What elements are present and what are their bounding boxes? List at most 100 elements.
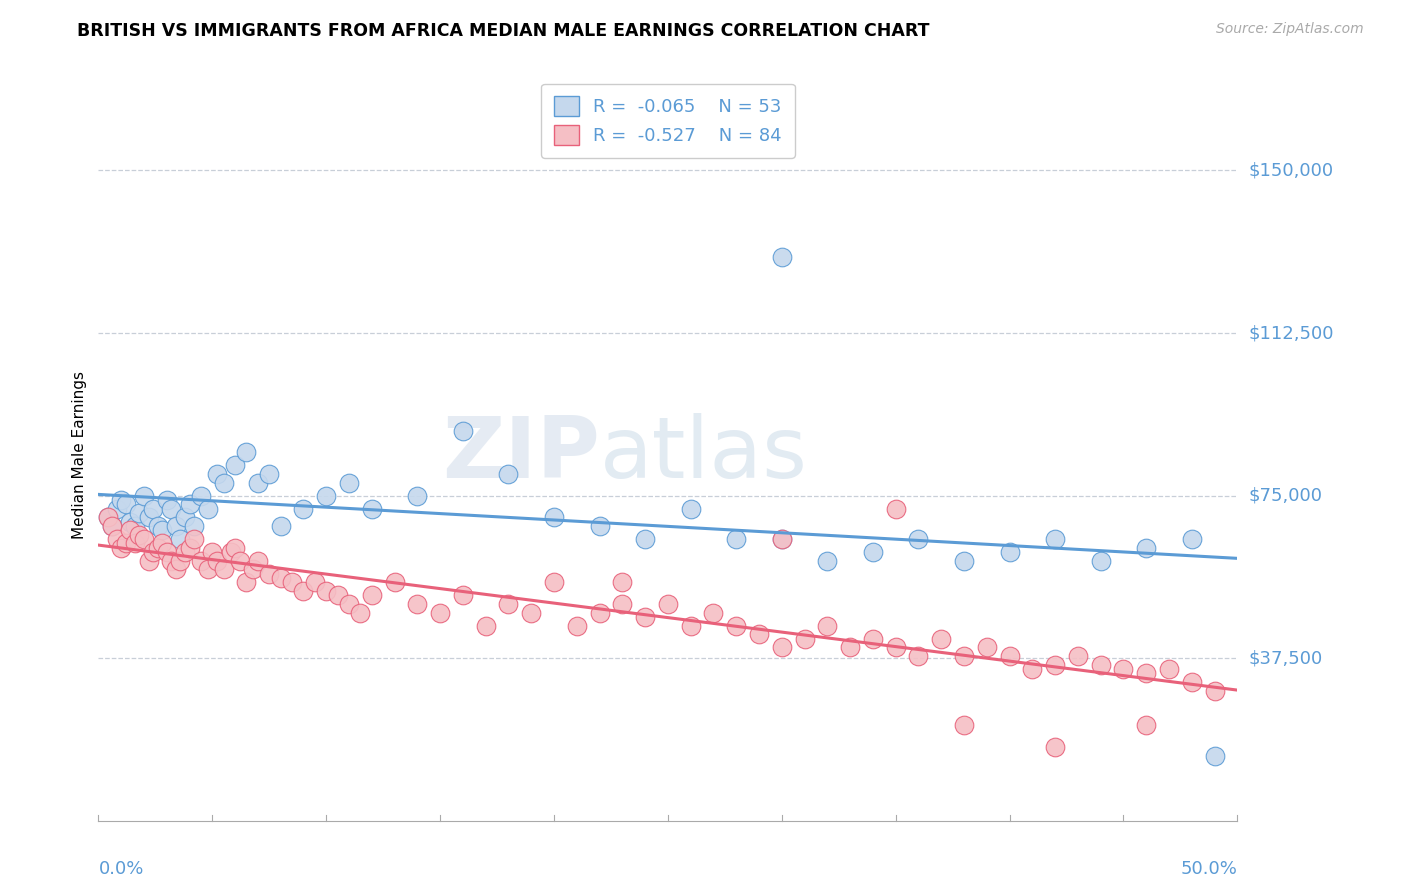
Point bbox=[105, 532, 128, 546]
Text: $112,500: $112,500 bbox=[1249, 324, 1334, 342]
Point bbox=[326, 588, 349, 602]
Point bbox=[128, 506, 150, 520]
Point bbox=[205, 467, 228, 481]
Point bbox=[96, 510, 118, 524]
Point bbox=[998, 545, 1021, 559]
Point bbox=[174, 510, 197, 524]
Point bbox=[1043, 657, 1066, 672]
Y-axis label: Median Male Earnings: Median Male Earnings bbox=[72, 371, 87, 539]
Point bbox=[657, 597, 679, 611]
Point bbox=[160, 501, 183, 516]
Point bbox=[183, 519, 205, 533]
Point bbox=[228, 553, 250, 567]
Point bbox=[543, 575, 565, 590]
Point bbox=[165, 562, 187, 576]
Point bbox=[101, 519, 124, 533]
Point bbox=[815, 618, 838, 632]
Point bbox=[725, 618, 748, 632]
Text: 0.0%: 0.0% bbox=[98, 860, 143, 878]
Point bbox=[270, 571, 292, 585]
Point bbox=[235, 575, 257, 590]
Point bbox=[150, 523, 173, 537]
Text: ZIP: ZIP bbox=[441, 413, 599, 497]
Point bbox=[429, 606, 451, 620]
Point bbox=[150, 536, 173, 550]
Point bbox=[120, 515, 142, 529]
Point bbox=[120, 523, 142, 537]
Point bbox=[1135, 541, 1157, 555]
Point bbox=[315, 489, 337, 503]
Point bbox=[146, 541, 169, 555]
Point bbox=[884, 501, 907, 516]
Point bbox=[197, 501, 219, 516]
Point bbox=[114, 497, 136, 511]
Point bbox=[179, 541, 201, 555]
Point bbox=[1112, 662, 1135, 676]
Text: BRITISH VS IMMIGRANTS FROM AFRICA MEDIAN MALE EARNINGS CORRELATION CHART: BRITISH VS IMMIGRANTS FROM AFRICA MEDIAN… bbox=[77, 22, 929, 40]
Point bbox=[174, 545, 197, 559]
Point bbox=[205, 553, 228, 567]
Point bbox=[105, 501, 128, 516]
Point bbox=[110, 541, 132, 555]
Point bbox=[770, 640, 793, 655]
Point bbox=[976, 640, 998, 655]
Point bbox=[110, 492, 132, 507]
Point bbox=[1204, 683, 1226, 698]
Point bbox=[679, 618, 702, 632]
Point bbox=[1043, 739, 1066, 754]
Point bbox=[270, 519, 292, 533]
Legend: R =  -0.065    N = 53, R =  -0.527    N = 84: R = -0.065 N = 53, R = -0.527 N = 84 bbox=[541, 84, 794, 158]
Point bbox=[406, 597, 429, 611]
Point bbox=[197, 562, 219, 576]
Point bbox=[498, 467, 520, 481]
Point bbox=[770, 532, 793, 546]
Point bbox=[242, 562, 264, 576]
Point bbox=[1181, 675, 1204, 690]
Point bbox=[679, 501, 702, 516]
Point bbox=[793, 632, 815, 646]
Point bbox=[212, 475, 235, 490]
Point bbox=[315, 583, 337, 598]
Point bbox=[142, 501, 165, 516]
Point bbox=[748, 627, 770, 641]
Point bbox=[1067, 648, 1090, 663]
Point bbox=[1135, 718, 1157, 732]
Point bbox=[498, 597, 520, 611]
Point bbox=[304, 575, 326, 590]
Point bbox=[219, 545, 242, 559]
Text: Source: ZipAtlas.com: Source: ZipAtlas.com bbox=[1216, 22, 1364, 37]
Point bbox=[360, 501, 382, 516]
Point bbox=[190, 489, 212, 503]
Point bbox=[1135, 666, 1157, 681]
Point bbox=[770, 250, 793, 264]
Point bbox=[520, 606, 543, 620]
Point bbox=[929, 632, 952, 646]
Point bbox=[132, 532, 155, 546]
Point bbox=[907, 532, 929, 546]
Point bbox=[565, 618, 588, 632]
Point bbox=[1021, 662, 1043, 676]
Point bbox=[281, 575, 304, 590]
Point bbox=[953, 718, 976, 732]
Point bbox=[1181, 532, 1204, 546]
Point bbox=[1090, 553, 1112, 567]
Point bbox=[160, 553, 183, 567]
Point bbox=[360, 588, 382, 602]
Point bbox=[702, 606, 724, 620]
Point bbox=[839, 640, 862, 655]
Point bbox=[124, 519, 146, 533]
Point bbox=[132, 489, 155, 503]
Point bbox=[634, 610, 657, 624]
Point bbox=[543, 510, 565, 524]
Point bbox=[1157, 662, 1180, 676]
Text: 50.0%: 50.0% bbox=[1181, 860, 1237, 878]
Point bbox=[998, 648, 1021, 663]
Point bbox=[142, 545, 165, 559]
Point bbox=[862, 632, 884, 646]
Point bbox=[224, 458, 246, 473]
Point bbox=[406, 489, 429, 503]
Point bbox=[1090, 657, 1112, 672]
Point bbox=[770, 532, 793, 546]
Point bbox=[156, 545, 179, 559]
Point bbox=[451, 424, 474, 438]
